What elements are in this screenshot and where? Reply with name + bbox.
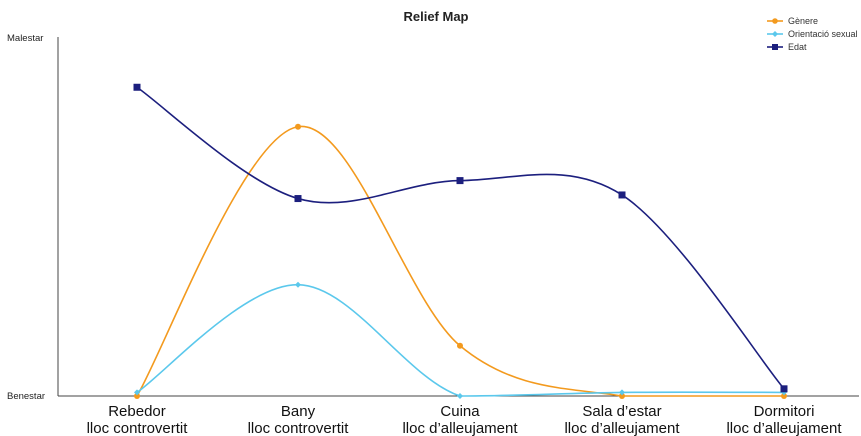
data-point-edat-2 xyxy=(294,195,302,203)
x-tick-label-line: lloc d’alleujament xyxy=(402,420,518,436)
x-tick-label-1: Rebedor lloc controvertit xyxy=(87,403,189,436)
legend-marker-edat xyxy=(772,44,778,50)
x-tick-label-line: lloc d’alleujament xyxy=(726,420,842,436)
legend-item-edat: Edat xyxy=(767,42,807,52)
legend-label-orientacio: Orientació sexual xyxy=(788,29,858,39)
x-tick-label-2: Bany lloc controvertit xyxy=(248,403,350,436)
x-tick-label-line: Bany xyxy=(281,403,316,420)
series-line-genere xyxy=(136,125,784,397)
legend: Gènere Orientació sexual Edat xyxy=(767,16,858,52)
data-point-genere-2 xyxy=(295,123,301,130)
legend-label-genere: Gènere xyxy=(788,16,818,26)
data-point-orientacio-2 xyxy=(295,281,301,288)
legend-label-edat: Edat xyxy=(788,42,807,52)
data-point-orientacio-1 xyxy=(134,389,140,396)
x-tick-label-line: lloc controvertit xyxy=(87,420,189,436)
legend-marker-orientacio xyxy=(772,31,778,37)
x-tick-label-line: Cuina xyxy=(440,403,480,420)
data-point-edat-1 xyxy=(133,83,141,91)
y-tick-label-bottom: Benestar xyxy=(7,391,45,402)
x-tick-label-4: Sala d’estar lloc d’alleujament xyxy=(564,403,680,436)
series-edat xyxy=(133,83,788,393)
series-line-orientacio xyxy=(136,283,785,397)
x-tick-label-line: Rebedor xyxy=(108,403,166,420)
data-point-edat-3 xyxy=(456,177,464,185)
data-point-orientacio-4 xyxy=(619,389,625,396)
data-point-edat-5 xyxy=(780,385,788,393)
series-orientacio xyxy=(134,281,787,399)
x-tick-label-line: Sala d’estar xyxy=(582,403,661,420)
x-tick-label-5: Dormitori lloc d’alleujament xyxy=(726,403,842,436)
series-layer xyxy=(133,83,788,399)
legend-marker-genere xyxy=(772,18,778,24)
chart-title: Relief Map xyxy=(403,9,468,24)
data-point-genere-3 xyxy=(457,342,463,349)
series-genere xyxy=(134,123,787,399)
data-point-genere-4 xyxy=(619,393,625,399)
x-tick-label-line: lloc controvertit xyxy=(248,420,350,436)
data-point-edat-4 xyxy=(618,191,626,199)
x-tick-label-line: Dormitori xyxy=(754,403,815,420)
data-point-genere-1 xyxy=(134,393,140,399)
x-tick-label-line: lloc d’alleujament xyxy=(564,420,680,436)
y-tick-label-top: Malestar xyxy=(7,33,43,44)
data-point-orientacio-3 xyxy=(457,393,463,399)
legend-item-orientacio: Orientació sexual xyxy=(767,29,858,39)
data-point-genere-5 xyxy=(781,393,787,399)
legend-item-genere: Gènere xyxy=(767,16,818,26)
x-tick-label-3: Cuina lloc d’alleujament xyxy=(402,403,518,436)
